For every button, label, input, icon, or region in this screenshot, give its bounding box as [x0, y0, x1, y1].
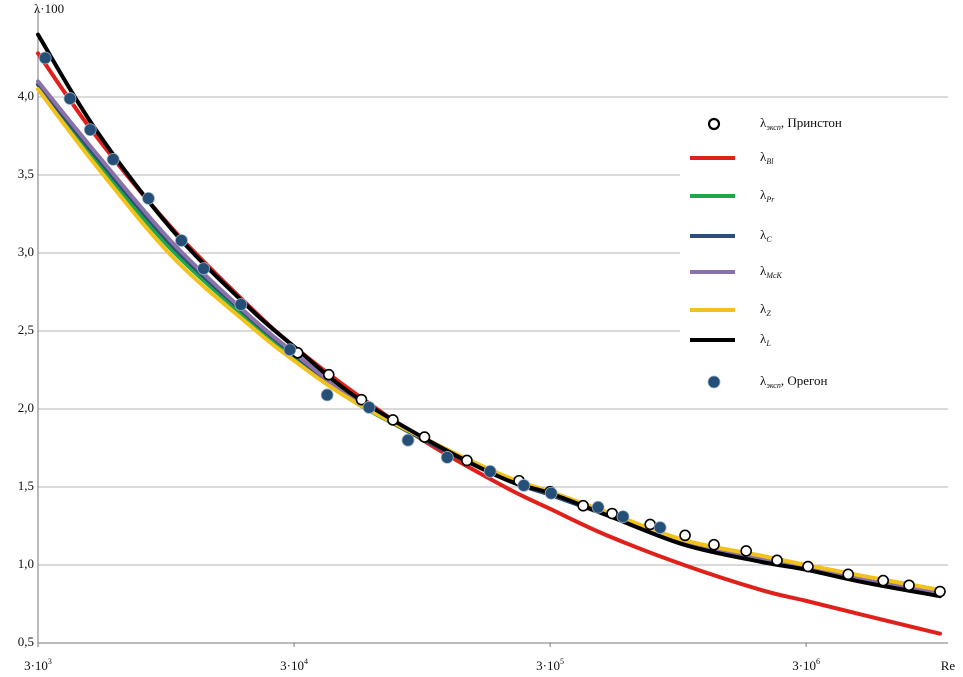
y-tick-label: 3,5: [18, 166, 34, 181]
legend-symbol: λ: [760, 263, 767, 278]
point: [401, 433, 415, 447]
legend-label: λL: [760, 331, 771, 348]
y-tick-label: 4,0: [18, 88, 34, 103]
curve: [36, 32, 942, 599]
point: [644, 518, 656, 531]
point: [544, 486, 558, 500]
legend-symbol: λ: [760, 331, 767, 346]
y-tick-label: 1,5: [18, 478, 34, 493]
point: [461, 454, 473, 467]
legend-symbol: λ: [760, 301, 767, 316]
point: [771, 554, 783, 567]
legend-label: λBl: [760, 149, 774, 166]
point: [83, 123, 97, 137]
point: [483, 464, 497, 478]
y-axis-label: λ·100: [34, 1, 64, 16]
x-tick-label: 3·105: [536, 657, 564, 673]
x-tick-power: 3: [48, 657, 52, 666]
x-axis-label: Re: [941, 658, 956, 673]
point: [234, 298, 248, 311]
y-tick-label: 3,0: [18, 244, 34, 259]
legend-subscript: эксп: [766, 381, 781, 390]
legend-marker: [707, 375, 721, 389]
x-tick-base: 3·10: [24, 658, 48, 673]
y-tick-label: 0,5: [18, 634, 34, 649]
point: [740, 545, 752, 557]
point: [283, 343, 297, 357]
point: [355, 393, 368, 406]
legend-suffix: , Принстон: [781, 115, 842, 130]
legend-label: λэксп, Орегон: [760, 373, 827, 390]
x-tick-power: 5: [560, 657, 564, 666]
x-tick-power: 4: [304, 657, 308, 666]
point: [653, 521, 667, 534]
legend-symbol: λ: [760, 115, 767, 130]
point: [606, 507, 618, 520]
legend-symbol: λ: [760, 227, 767, 242]
point: [387, 414, 399, 426]
point: [106, 152, 120, 166]
point: [175, 234, 188, 247]
point: [362, 401, 376, 414]
legend-marker: [707, 117, 721, 131]
x-tick-label: 3·104: [280, 657, 308, 673]
point: [517, 479, 531, 492]
point: [616, 510, 630, 524]
legend-subscript: эксп: [766, 123, 781, 132]
legend-box: [680, 108, 948, 398]
legend-symbol: λ: [760, 187, 767, 202]
legend-subscript: L: [765, 339, 771, 348]
y-tick-label: 2,5: [18, 322, 34, 337]
legend-subscript: McK: [765, 271, 782, 280]
point: [903, 579, 915, 592]
point: [679, 529, 691, 542]
point: [320, 388, 334, 402]
legend-label: λMcK: [760, 263, 783, 280]
point: [802, 560, 814, 573]
point: [38, 51, 52, 65]
legend-symbol: λ: [760, 149, 767, 164]
x-tick-base: 3·10: [536, 658, 560, 673]
point: [934, 585, 946, 598]
curve: [36, 87, 942, 592]
grid: [38, 96, 948, 644]
point: [322, 368, 335, 381]
legend-label: λPr: [760, 187, 775, 204]
legend-subscript: Pr: [765, 195, 775, 204]
x-tick-base: 3·10: [792, 658, 816, 673]
point: [440, 450, 454, 464]
legend-label: λC: [760, 227, 772, 244]
y-tick-label: 1,0: [18, 556, 34, 571]
point: [877, 574, 889, 587]
point: [842, 568, 855, 581]
x-tick-label: 3·103: [24, 657, 52, 673]
legend-suffix: , Орегон: [781, 373, 828, 388]
x-tick-base: 3·10: [280, 658, 304, 673]
x-tick-label: 3·106: [792, 657, 820, 673]
legend-subscript: Z: [766, 309, 771, 318]
point: [591, 500, 605, 514]
legend-label: λэксп, Принстон: [760, 115, 842, 132]
point: [63, 92, 77, 105]
x-tick-power: 6: [816, 657, 820, 666]
point: [142, 191, 155, 205]
legend-subscript: C: [766, 235, 772, 244]
y-tick-label: 2,0: [18, 400, 34, 415]
legend-subscript: Bl: [766, 157, 774, 166]
point: [577, 499, 589, 512]
legend-symbol: λ: [760, 373, 767, 388]
legend-label: λZ: [760, 301, 771, 318]
point: [418, 431, 431, 443]
point: [708, 538, 720, 551]
point: [197, 262, 210, 276]
